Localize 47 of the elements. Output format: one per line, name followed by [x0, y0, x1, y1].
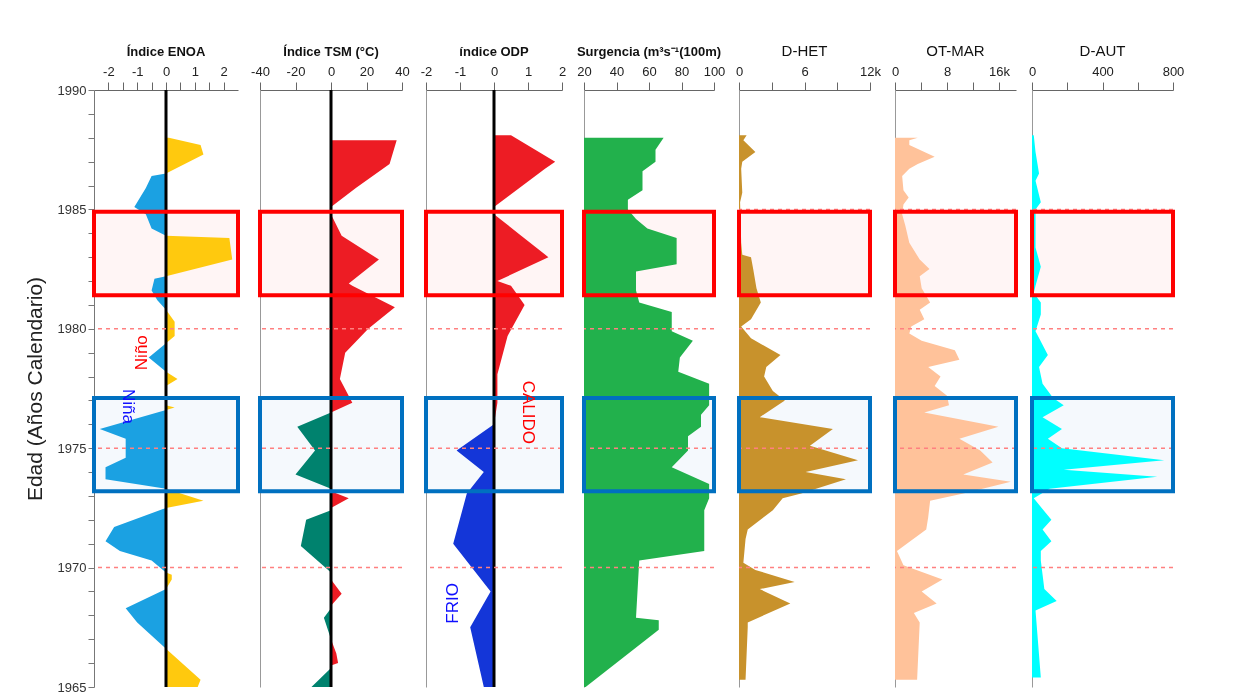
chart-title: índice ODP: [459, 44, 529, 59]
x-tick-label: 40: [609, 63, 625, 79]
annotation: CALIDO: [519, 380, 538, 445]
x-tick-label: 40: [395, 63, 410, 79]
x-tick-label: -2: [103, 63, 115, 79]
x-tick-label: 800: [1162, 63, 1185, 79]
chart-title: Surgencia (m³s⁻¹(100m): [576, 44, 722, 59]
annotation: FRIO: [443, 583, 462, 624]
x-tick-label: 20: [577, 63, 592, 79]
y-tick-label: 1980: [57, 321, 87, 337]
x-tick-label: 2: [220, 63, 228, 79]
x-tick-label: 0: [490, 63, 499, 79]
x-tick-label: 6: [801, 63, 809, 79]
x-tick-label: -1: [454, 63, 467, 79]
x-tick-label: 1: [191, 63, 199, 79]
x-tick-label: 0: [327, 63, 336, 79]
chart-title: Índice ENOA: [126, 44, 206, 59]
x-tick-label: 1: [524, 63, 533, 79]
x-tick-label: -2: [420, 63, 433, 79]
x-tick-label: -40: [251, 63, 270, 79]
y-tick-label: 1975: [57, 440, 87, 456]
annotation: Niño: [132, 335, 151, 371]
chart-title: D-HET: [781, 42, 828, 59]
y-tick-label: 1990: [57, 82, 87, 98]
y-axis-title: Edad (Años Calendario): [22, 276, 46, 502]
y-tick-label: 1985: [57, 201, 87, 217]
x-tick-label: 0: [735, 63, 744, 79]
x-tick-label: 8: [943, 63, 952, 79]
chart-title: D-AUT: [1079, 42, 1126, 59]
x-tick-label: -20: [286, 63, 306, 79]
x-tick-label: 12k: [860, 63, 882, 79]
y-tick-label: 1970: [57, 560, 87, 576]
chart-title: Índice TSM (°C): [283, 44, 379, 59]
x-tick-label: 100: [703, 63, 726, 79]
x-tick-label: 0: [162, 63, 171, 79]
x-tick-label: 0: [1028, 63, 1037, 79]
chart-title: OT-MAR: [926, 42, 985, 59]
x-tick-label: 0: [891, 63, 900, 79]
x-tick-label: 400: [1092, 63, 1114, 79]
x-tick-label: 2: [558, 63, 567, 79]
x-tick-label: -1: [131, 63, 144, 79]
x-tick-label: 60: [642, 63, 657, 79]
x-tick-label: 20: [359, 63, 375, 79]
x-tick-label: 16k: [989, 63, 1011, 79]
y-tick-label: 1965: [57, 679, 87, 695]
x-tick-label: 80: [674, 63, 690, 79]
annotation: Niña: [119, 388, 138, 425]
